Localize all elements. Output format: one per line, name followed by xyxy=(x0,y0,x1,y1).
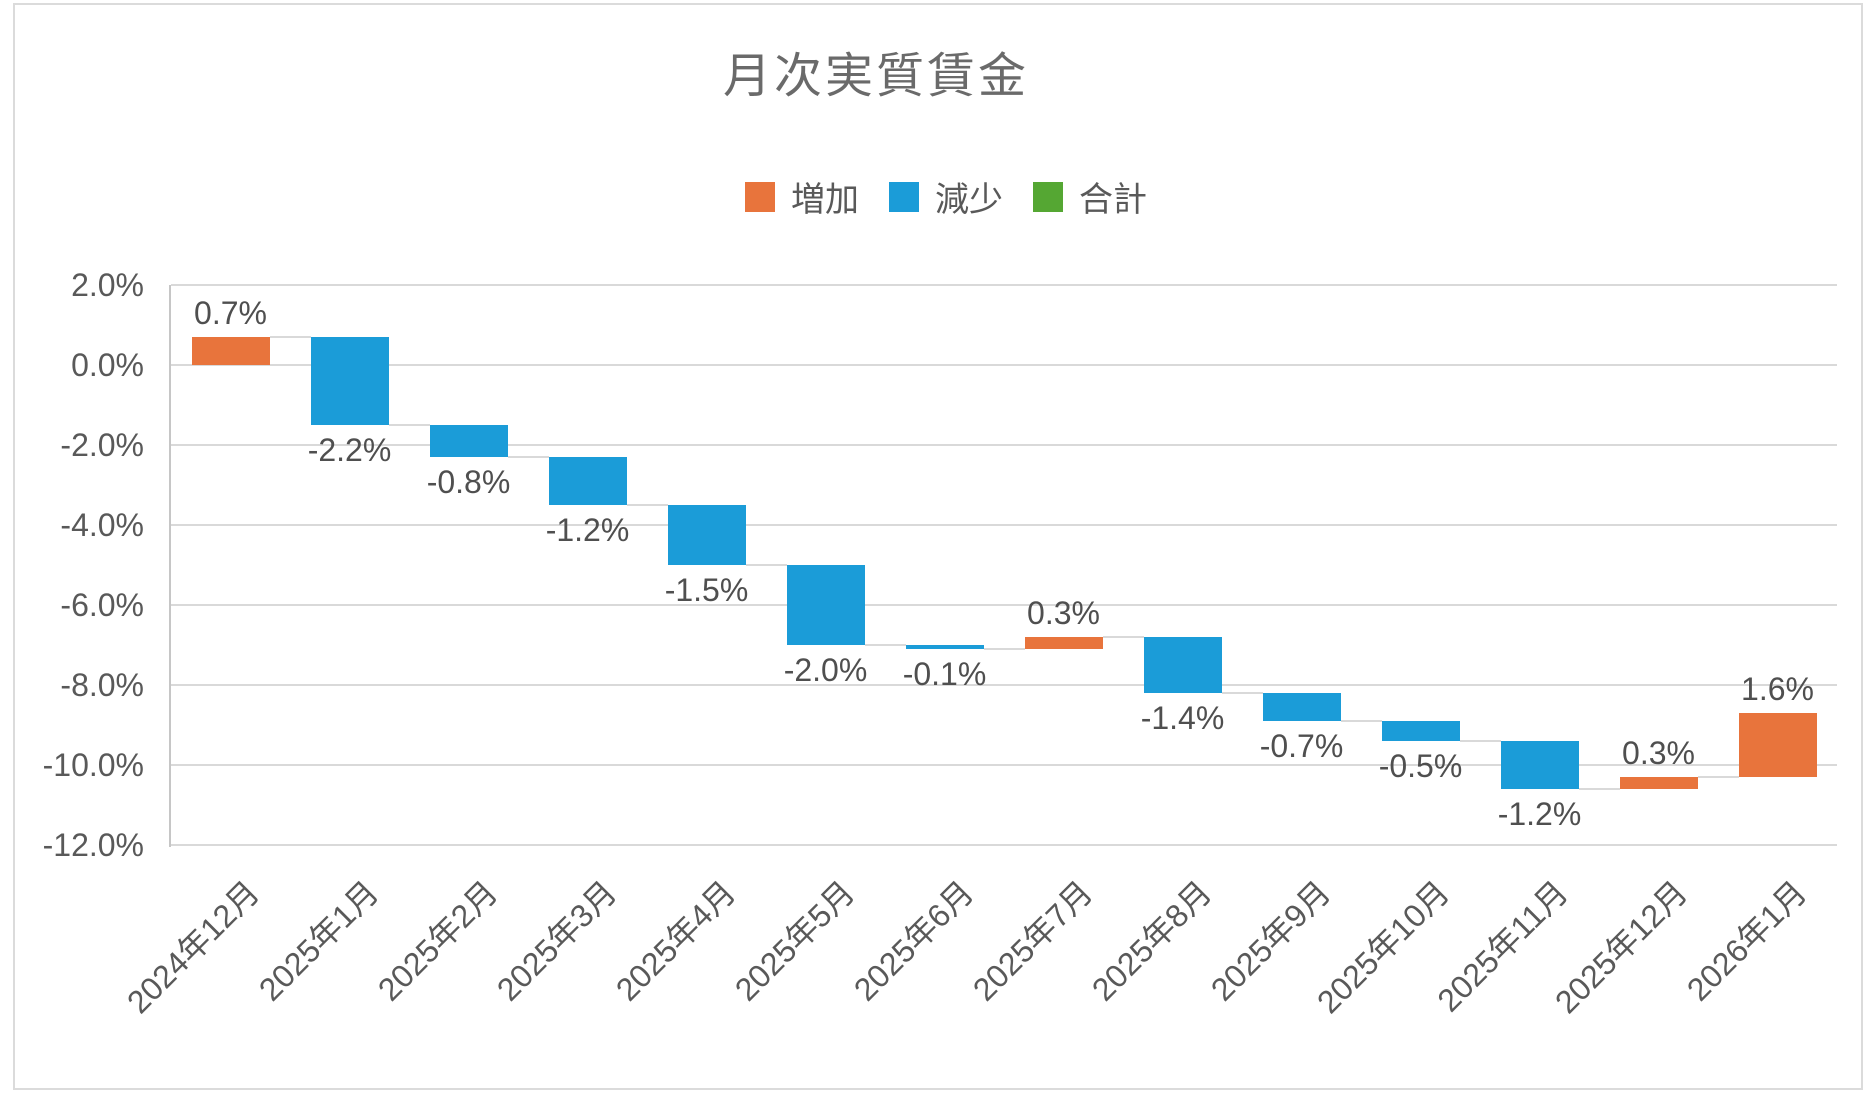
gridline xyxy=(171,444,1837,446)
connector-line xyxy=(269,336,311,338)
waterfall-bar-5 xyxy=(667,505,746,565)
y-tick-label: 0.0% xyxy=(71,347,144,383)
data-label: 0.3% xyxy=(1027,595,1100,631)
legend-item-increase: 増加 xyxy=(745,172,859,221)
y-tick-label: -2.0% xyxy=(60,427,144,463)
data-label: 0.7% xyxy=(194,295,267,331)
data-label: -0.8% xyxy=(426,464,511,500)
waterfall-bar-11 xyxy=(1381,721,1460,741)
y-axis-line xyxy=(169,285,171,847)
chart-border-frame xyxy=(13,3,1863,1090)
legend: 増加 減少 合計 xyxy=(745,172,1147,221)
legend-label-decrease: 減少 xyxy=(935,181,1003,219)
legend-swatch-increase-icon xyxy=(745,181,775,212)
waterfall-bar-3 xyxy=(429,425,508,457)
data-label: -1.5% xyxy=(664,572,749,608)
connector-line xyxy=(1459,740,1501,742)
connector-line xyxy=(1697,776,1739,778)
waterfall-bar-14 xyxy=(1738,713,1817,777)
data-label: -0.1% xyxy=(902,656,987,692)
connector-line xyxy=(1578,788,1620,790)
connector-line xyxy=(626,504,668,506)
connector-line xyxy=(388,424,430,426)
legend-label-increase: 増加 xyxy=(791,181,859,219)
data-label: -0.5% xyxy=(1378,748,1463,784)
data-label: -0.7% xyxy=(1259,728,1344,764)
waterfall-bar-7 xyxy=(905,645,984,649)
gridline xyxy=(171,684,1837,686)
gridline xyxy=(171,764,1837,766)
waterfall-bar-12 xyxy=(1500,741,1579,789)
legend-label-total: 合計 xyxy=(1079,181,1147,219)
waterfall-bar-13 xyxy=(1619,777,1698,789)
y-tick-label: -10.0% xyxy=(42,747,144,783)
gridline xyxy=(171,844,1837,846)
legend-swatch-decrease-icon xyxy=(889,181,919,212)
data-label: -1.2% xyxy=(1497,796,1582,832)
connector-line xyxy=(864,644,906,646)
legend-swatch-total-icon xyxy=(1033,181,1063,212)
data-label: 0.3% xyxy=(1622,735,1695,771)
gridline xyxy=(171,284,1837,286)
connector-line xyxy=(983,648,1025,650)
connector-line xyxy=(1221,692,1263,694)
waterfall-bar-8 xyxy=(1024,637,1103,649)
waterfall-bar-4 xyxy=(548,457,627,505)
gridline xyxy=(171,364,1837,366)
waterfall-bar-6 xyxy=(786,565,865,645)
chart-title: 月次実質賃金 xyxy=(722,50,1030,103)
connector-line xyxy=(507,456,549,458)
data-label: 1.6% xyxy=(1741,671,1814,707)
waterfall-bar-10 xyxy=(1262,693,1341,721)
waterfall-bar-1 xyxy=(191,337,270,365)
y-tick-label: -12.0% xyxy=(42,827,144,863)
waterfall-bar-9 xyxy=(1143,637,1222,693)
gridline xyxy=(171,524,1837,526)
data-label: -2.0% xyxy=(783,652,868,688)
y-tick-label: 2.0% xyxy=(71,267,144,303)
y-tick-label: -6.0% xyxy=(60,587,144,623)
data-label: -1.2% xyxy=(545,512,630,548)
data-label: -2.2% xyxy=(307,432,392,468)
y-tick-label: -8.0% xyxy=(60,667,144,703)
waterfall-bar-2 xyxy=(310,337,389,425)
legend-item-decrease: 減少 xyxy=(889,172,1003,221)
y-tick-label: -4.0% xyxy=(60,507,144,543)
gridline xyxy=(171,604,1837,606)
connector-line xyxy=(1102,636,1144,638)
legend-item-total: 合計 xyxy=(1033,172,1147,221)
data-label: -1.4% xyxy=(1140,700,1225,736)
connector-line xyxy=(745,564,787,566)
connector-line xyxy=(1340,720,1382,722)
